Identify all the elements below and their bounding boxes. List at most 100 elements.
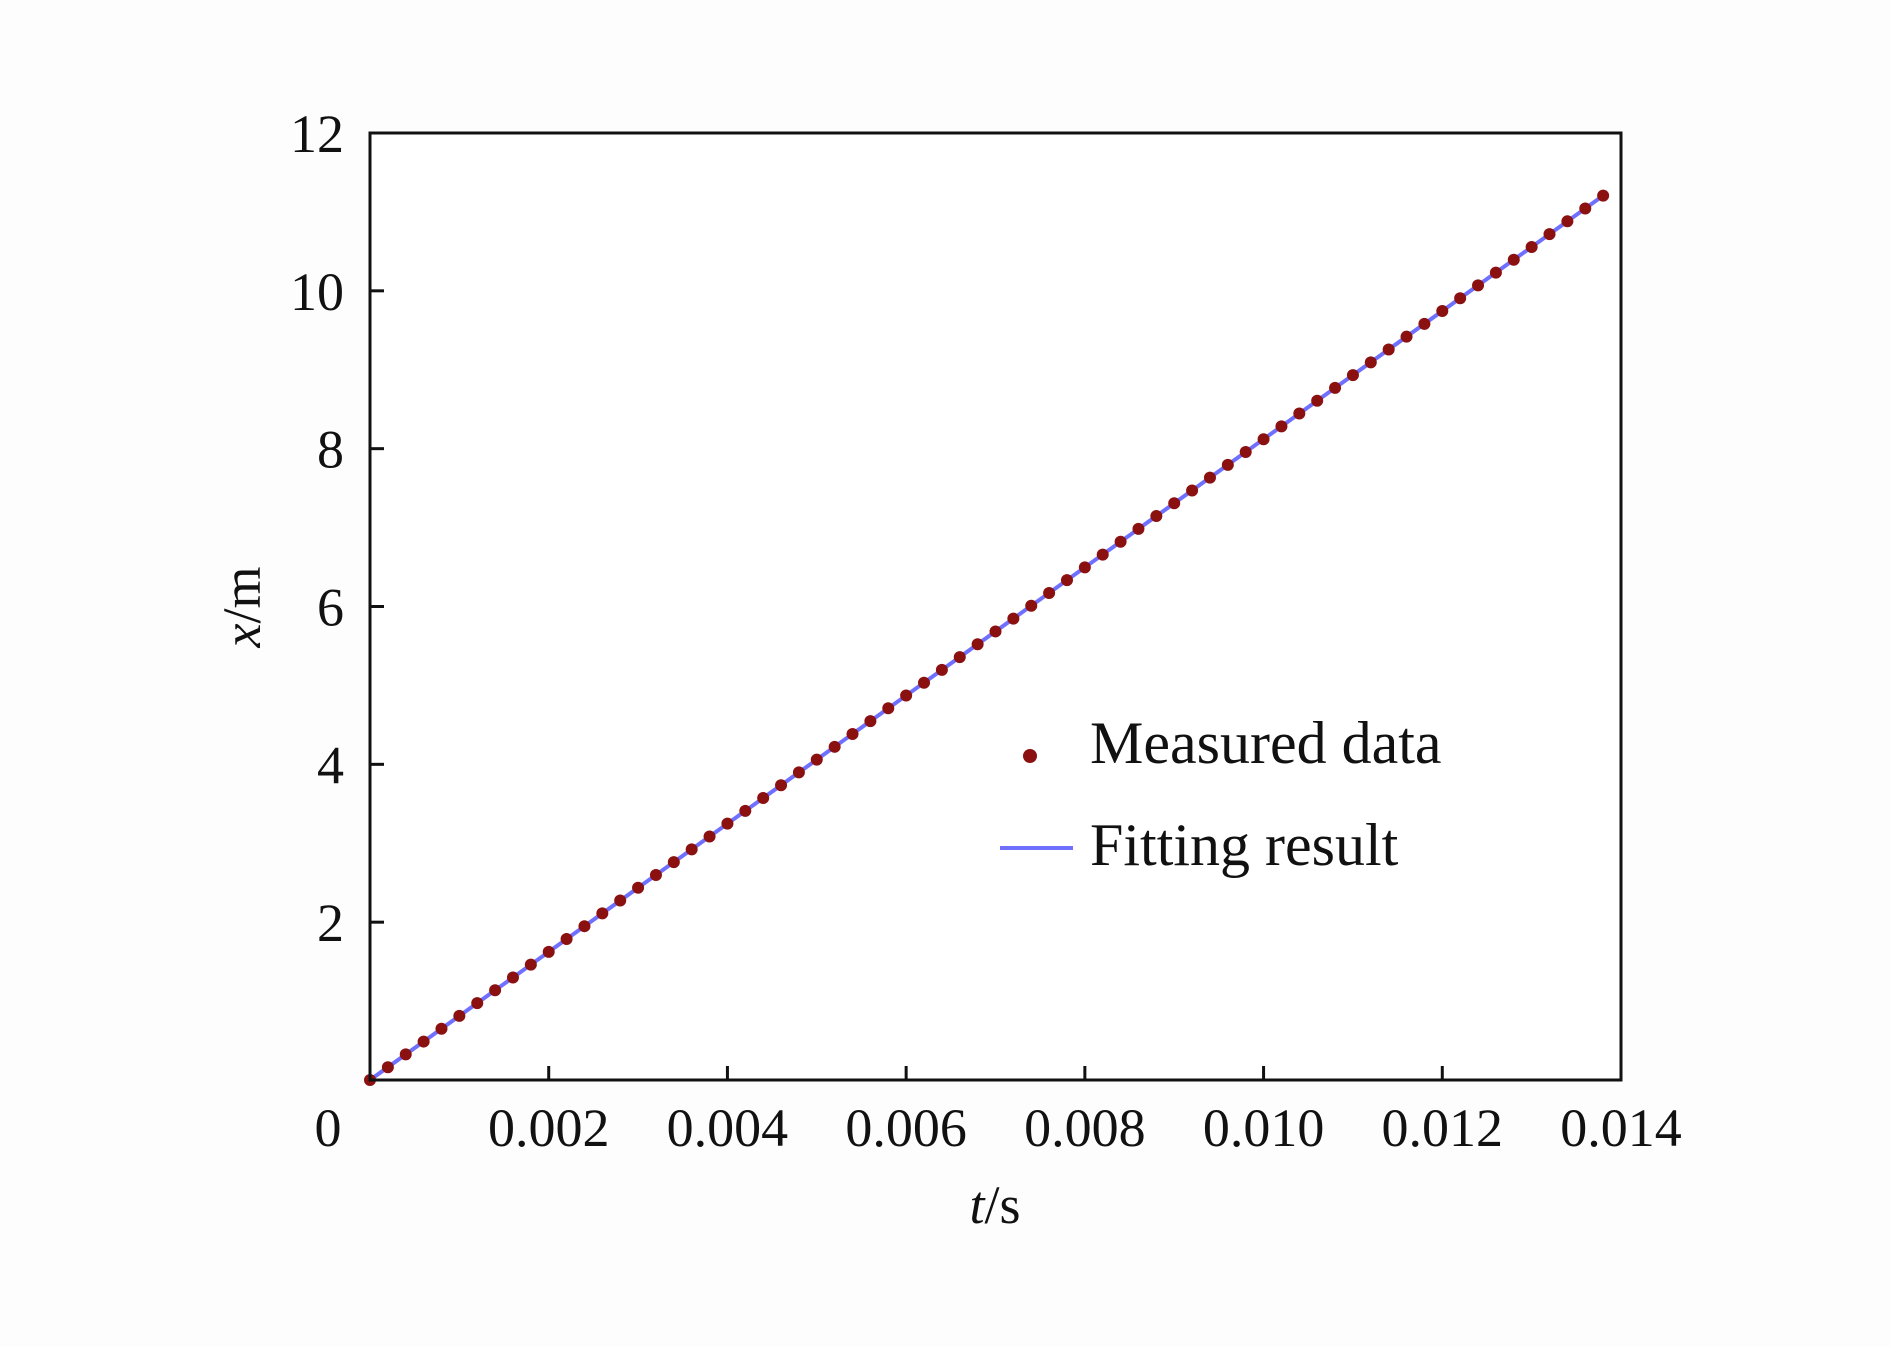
measured-data-point: [1364, 356, 1377, 369]
measured-data-point: [1597, 189, 1610, 202]
measured-data-point: [1525, 240, 1538, 253]
measured-data-point: [471, 997, 484, 1010]
x-tick-label: 0.012: [1382, 1098, 1504, 1158]
x-axis-label-var: t: [969, 1175, 986, 1235]
measured-data-point: [721, 817, 734, 830]
measured-data-point: [1275, 420, 1288, 433]
measured-data-point: [1418, 317, 1431, 330]
measured-data-point: [989, 625, 1002, 638]
measured-data-point: [1293, 407, 1306, 420]
measured-data-point: [632, 881, 645, 894]
measured-data-point: [1043, 587, 1056, 600]
y-tick-label: 4: [317, 735, 344, 795]
measured-data-point: [971, 638, 984, 651]
measured-data-point: [578, 920, 591, 933]
measured-data-point: [1096, 548, 1109, 561]
y-tick-label: 10: [290, 262, 344, 322]
y-tick-label: 6: [317, 578, 344, 638]
measured-data-point: [1132, 522, 1145, 535]
fitting-result-line: [368, 194, 1605, 1082]
measured-data-point: [935, 663, 948, 676]
measured-data-point: [775, 779, 788, 792]
x-tick-label: 0.004: [667, 1098, 789, 1158]
measured-data-point: [435, 1022, 448, 1035]
measured-data-point: [381, 1061, 394, 1074]
y-tick-label: 12: [290, 104, 344, 164]
legend-label-measured-data: Measured data: [1090, 710, 1442, 776]
y-axis-label: x/m: [212, 567, 272, 649]
x-tick-label: 0.008: [1024, 1098, 1146, 1158]
x-tick-label: 0.014: [1560, 1098, 1682, 1158]
measured-data-point: [399, 1048, 412, 1061]
measured-data-point: [1561, 215, 1574, 228]
measured-data-point: [1436, 305, 1449, 318]
measured-data-point: [953, 651, 966, 664]
measured-data-point: [1507, 253, 1520, 266]
measured-data-point: [1329, 381, 1342, 394]
measured-data-point: [1346, 369, 1359, 382]
measured-data-point: [1239, 445, 1252, 458]
y-axis-label-unit: /m: [212, 567, 272, 624]
measured-data-point: [1007, 612, 1020, 625]
x-axis-label: t/s: [969, 1175, 1020, 1235]
measured-data-point: [614, 894, 627, 907]
y-axis-ticks: 2 4 6 8 10 12: [290, 104, 384, 953]
measured-data-point: [489, 984, 502, 997]
measured-data-point: [1454, 292, 1467, 305]
measured-data-point: [1114, 535, 1127, 548]
y-axis-label-var: x: [212, 623, 272, 648]
measured-data-point: [882, 702, 895, 715]
measured-data-point: [703, 830, 716, 843]
measured-data-point: [1489, 266, 1502, 279]
measured-data-point: [1025, 599, 1038, 612]
measured-data-point: [1221, 458, 1234, 471]
measured-data-point: [1543, 228, 1556, 241]
measured-data-point: [900, 689, 913, 702]
measured-data-point: [685, 843, 698, 856]
legend-marker-measured-data: [1023, 749, 1037, 763]
measured-data-point: [1579, 202, 1592, 215]
x-axis-origin-label: 0: [315, 1098, 342, 1158]
x-tick-label: 0.010: [1203, 1098, 1325, 1158]
legend-label-fitting-result: Fitting result: [1090, 812, 1399, 878]
measured-data-point: [1060, 574, 1073, 587]
x-axis-ticks: 0.002 0.004 0.006 0.008 0.010 0.012 0.014: [488, 1066, 1682, 1158]
legend: Measured data Fitting result: [1000, 710, 1442, 878]
y-tick-label: 2: [317, 893, 344, 953]
measured-data-point: [828, 740, 841, 753]
measured-data-point: [506, 971, 519, 984]
x-tick-label: 0.002: [488, 1098, 610, 1158]
measured-data-point: [1168, 497, 1181, 510]
measured-data-point: [596, 907, 609, 920]
measured-data-point: [864, 715, 877, 728]
x-tick-label: 0.006: [845, 1098, 967, 1158]
measured-data-point: [1186, 484, 1199, 497]
measured-data-point: [649, 868, 662, 881]
measured-data-points-layer: [364, 189, 1610, 1086]
measured-data-point: [757, 792, 770, 805]
fitting-result-line-layer: [368, 194, 1605, 1082]
measured-data-point: [1382, 343, 1395, 356]
measured-data-point: [524, 958, 537, 971]
measured-data-point: [1150, 510, 1163, 523]
measured-data-point: [810, 753, 823, 766]
measured-data-point: [560, 933, 573, 946]
measured-data-point: [846, 727, 859, 740]
measured-data-point: [1400, 330, 1413, 343]
measured-data-point: [1311, 394, 1324, 407]
measured-data-point: [739, 804, 752, 817]
y-tick-label: 8: [317, 420, 344, 480]
x-axis-label-unit: /s: [984, 1175, 1020, 1235]
plot-area: [370, 133, 1621, 1080]
measured-data-point: [1203, 471, 1216, 484]
measured-data-point: [918, 676, 931, 689]
measured-data-point: [667, 856, 680, 869]
measured-data-point: [453, 1009, 466, 1022]
measured-data-point: [792, 766, 805, 779]
measured-data-point: [542, 945, 555, 958]
measured-data-point: [1078, 561, 1091, 574]
measured-data-point: [417, 1035, 430, 1048]
measured-data-point: [1257, 433, 1270, 446]
measured-data-point: [1472, 279, 1485, 292]
